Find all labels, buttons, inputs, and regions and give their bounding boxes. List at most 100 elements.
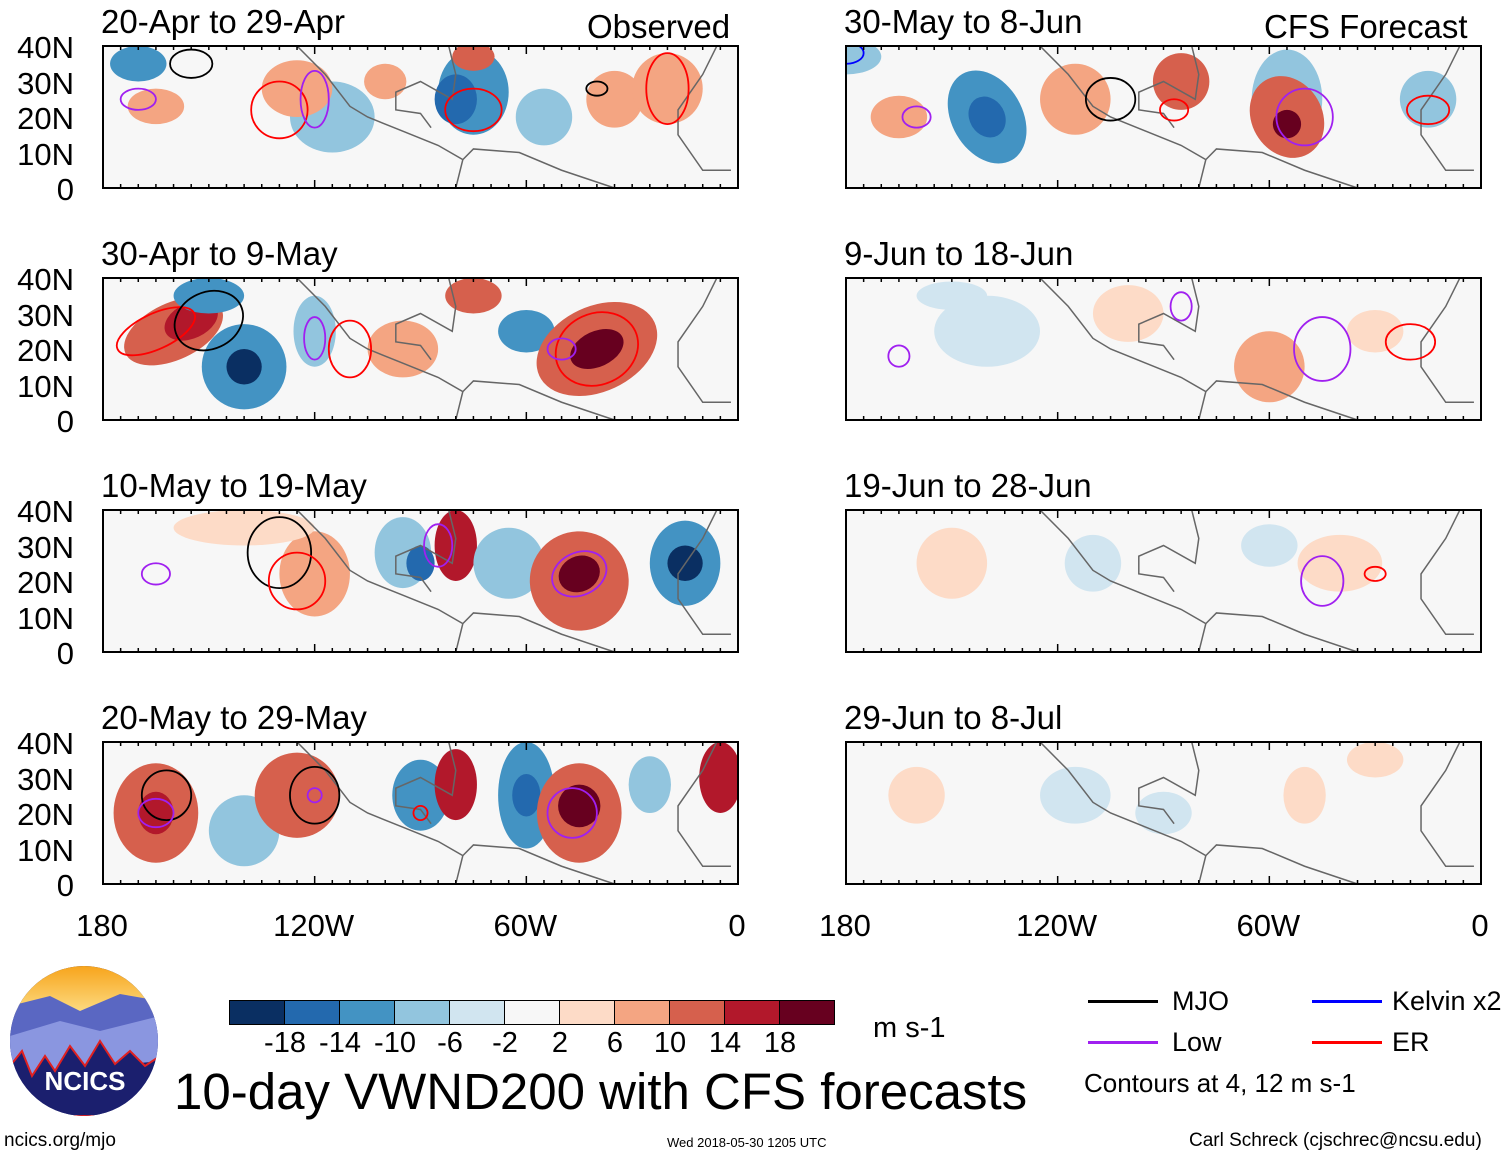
lat-tick-label: 0 (56, 636, 74, 671)
lon-tick-label: 120W (273, 908, 355, 943)
lon-tick-label: 120W (1016, 908, 1098, 943)
lat-tick-label: 10N (17, 600, 74, 636)
anomaly-shading (1092, 285, 1164, 342)
forecast-label: CFS Forecast (1264, 8, 1468, 45)
anomaly-shading (445, 279, 502, 314)
map-panel (845, 45, 1482, 189)
wave-contour (119, 87, 157, 111)
wave-contour (1169, 291, 1193, 322)
wave-contour (140, 562, 171, 586)
coastline (296, 511, 731, 653)
colorbar-swatch (230, 1001, 285, 1024)
lat-tick-label: 40N (17, 262, 74, 297)
footer-url[interactable]: ncics.org/mjo (4, 1130, 116, 1151)
colorbar-swatch (615, 1001, 670, 1024)
observed-label: Observed (587, 8, 731, 45)
logo-text: NCICS (45, 1066, 126, 1096)
anomaly-shading (406, 545, 435, 581)
anomaly-shading (1064, 534, 1122, 592)
anomaly-shading (515, 88, 573, 146)
lat-tick-label: 40N (17, 726, 74, 761)
lat-tick-label: 30N (17, 529, 74, 565)
wave-contour (140, 769, 193, 822)
wave-contour (444, 87, 503, 133)
wave-contour (1275, 87, 1334, 147)
lat-tick-label: 20N (17, 101, 74, 136)
lon-tick-label: 0 (728, 908, 746, 943)
anomaly-shading (138, 791, 174, 835)
coastline (1039, 743, 1474, 885)
wave-contour (887, 344, 911, 368)
lat-tick-label: 40N (17, 30, 74, 65)
colorbar-swatch (780, 1001, 834, 1024)
wave-contour (645, 52, 690, 125)
panel-title: 20-Apr to 29-Apr (101, 3, 345, 40)
lat-tick-label: 0 (56, 868, 74, 903)
wave-contour (1293, 316, 1352, 382)
map-panel (102, 277, 739, 421)
anomaly-shading (512, 773, 541, 817)
colorbar-swatch (395, 1001, 450, 1024)
colorbar-tick-label: 18 (763, 1027, 797, 1059)
wave-contour (1300, 555, 1345, 607)
map-panel (845, 509, 1482, 653)
anomaly-shading (226, 349, 262, 385)
lat-tick-label: 10N (17, 832, 74, 868)
coastline (1039, 279, 1474, 421)
panel-title: 10-May to 19-May (101, 467, 367, 504)
lat-tick-label: 40N (17, 494, 74, 529)
lat-tick-label: 30N (17, 761, 74, 797)
colorbar-swatch (725, 1001, 780, 1024)
colorbar-tick-label: -10 (374, 1027, 416, 1059)
panel-title: 19-Jun to 28-Jun (844, 467, 1092, 504)
lat-tick-label: 0 (56, 404, 74, 439)
wave-contour (554, 311, 639, 387)
anomaly-shading (173, 511, 315, 546)
coastline (1039, 47, 1474, 189)
colorbar-swatch (450, 1001, 505, 1024)
anomaly-shading (367, 320, 439, 378)
wave-contour (137, 797, 175, 829)
ncics-logo: NCICS (10, 966, 158, 1116)
lat-tick-label: 30N (17, 297, 74, 333)
anomaly-shading (847, 47, 882, 75)
lon-tick-label: 60W (493, 908, 558, 943)
legend-mjo-label: MJO (1172, 986, 1229, 1016)
map-panel (845, 741, 1482, 885)
wave-contour (546, 337, 577, 361)
map-panel (102, 509, 739, 653)
lat-tick-label: 30N (17, 65, 74, 101)
colorbar-tick-label: 14 (708, 1027, 742, 1059)
anomaly-shading (1297, 534, 1383, 592)
colorbar-tick-label: 2 (551, 1027, 569, 1059)
lat-tick-label: 0 (56, 172, 74, 207)
colorbar-tick-label: 6 (606, 1027, 624, 1059)
anomaly-shading (1040, 766, 1111, 824)
anomaly-shading (1135, 791, 1192, 835)
anomaly-shading (293, 295, 336, 367)
contour-note: Contours at 4, 12 m s-1 (1084, 1068, 1356, 1098)
wave-contour (1384, 323, 1437, 361)
map-panel (845, 277, 1482, 421)
map-panel (102, 741, 739, 885)
wave-contour (901, 105, 932, 129)
anomaly-shading (934, 295, 1041, 367)
wave-contour (250, 80, 309, 140)
wave-contour (1406, 94, 1451, 126)
anomaly-shading (558, 784, 601, 828)
anomaly-shading (452, 47, 495, 71)
legend-kelvin-label: Kelvin x2 (1392, 986, 1502, 1016)
colorbar-swatch (560, 1001, 615, 1024)
lon-tick-label: 180 (819, 908, 871, 943)
wave-contour (1363, 565, 1387, 582)
lat-tick-label: 20N (17, 797, 74, 832)
legend-low-line (1088, 1041, 1158, 1044)
wave-contour (327, 319, 373, 379)
anomaly-shading (558, 555, 600, 593)
panel-title: 30-May to 8-Jun (844, 3, 1083, 40)
colorbar-swatch (505, 1001, 560, 1024)
wave-contour (847, 47, 865, 65)
anomaly-shading (473, 527, 544, 599)
footer-timestamp: Wed 2018-05-30 1205 UTC (667, 1135, 827, 1150)
